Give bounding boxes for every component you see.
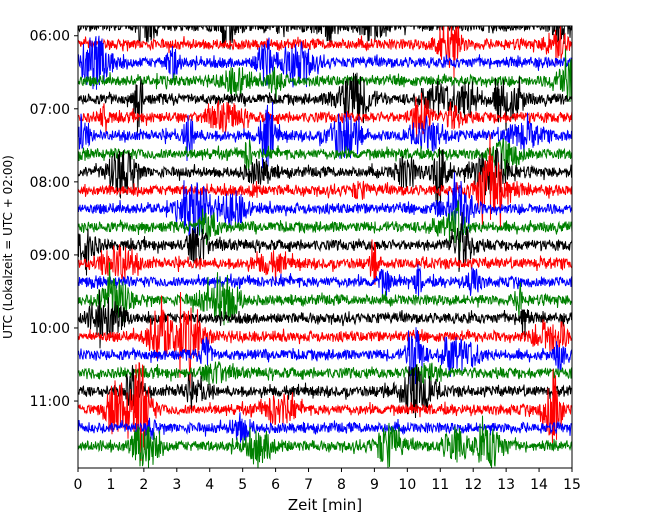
x-tick-label: 11 — [431, 477, 449, 493]
y-axis-label: UTC (Lokalzeit = UTC + 02:00) — [1, 155, 15, 339]
y-axis: 06:00 07:00 08:00 09:00 10:00 11:00 — [30, 29, 78, 410]
seismogram-traces — [78, 26, 572, 468]
trace-line — [78, 92, 572, 143]
y-tick-label: 08:00 — [30, 175, 70, 191]
y-tick-label: 11:00 — [30, 394, 70, 410]
trace-line — [78, 327, 572, 391]
trace-line — [78, 362, 572, 461]
x-tick-label: 4 — [205, 477, 214, 493]
x-tick-label: 9 — [370, 477, 379, 493]
trace-line — [78, 35, 572, 90]
x-axis-label: Zeit [min] — [288, 496, 362, 514]
trace-line — [78, 26, 572, 79]
y-tick-label: 10:00 — [30, 321, 70, 337]
x-tick-label: 1 — [106, 477, 115, 493]
x-tick-label: 10 — [398, 477, 416, 493]
x-tick-label: 6 — [271, 477, 280, 493]
trace-line — [78, 199, 572, 252]
trace-line — [78, 212, 572, 276]
x-tick-label: 7 — [304, 477, 313, 493]
x-tick-label: 13 — [497, 477, 515, 493]
x-tick-label: 15 — [563, 477, 581, 493]
x-tick-label: 8 — [337, 477, 346, 493]
trace-line — [78, 415, 572, 468]
trace-line — [78, 239, 572, 285]
trace-line — [78, 291, 572, 389]
y-tick-label: 07:00 — [30, 102, 70, 118]
x-tick-label: 2 — [139, 477, 148, 493]
x-tick-label: 12 — [464, 477, 482, 493]
trace-line — [78, 72, 572, 133]
x-tick-label: 3 — [172, 477, 181, 493]
trace-line — [78, 134, 572, 229]
trace-line — [78, 147, 572, 207]
trace-line — [78, 263, 572, 301]
x-axis: 0 1 2 3 4 5 6 7 8 9 10 11 12 13 14 15 — [74, 468, 581, 493]
y-tick-label: 06:00 — [30, 29, 70, 45]
x-tick-label: 14 — [530, 477, 548, 493]
trace-line — [78, 48, 572, 105]
trace-line — [78, 412, 572, 443]
plot-frame — [77, 25, 573, 469]
trace-line — [78, 262, 572, 326]
trace-line — [78, 172, 572, 240]
trace-line — [78, 364, 572, 419]
y-tick-label: 09:00 — [30, 248, 70, 264]
x-tick-label: 0 — [74, 477, 83, 493]
x-tick-label: 5 — [238, 477, 247, 493]
trace-line — [78, 361, 572, 385]
